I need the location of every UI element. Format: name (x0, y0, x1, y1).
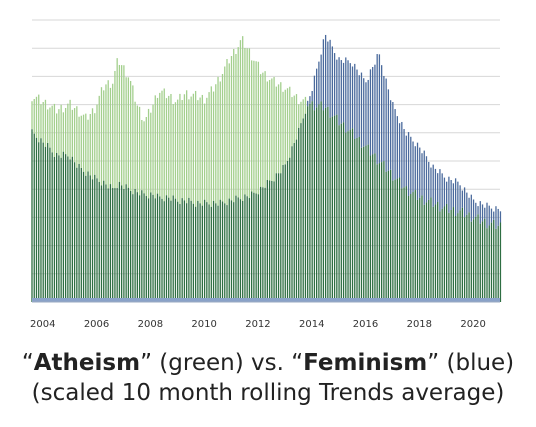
baseline-strip (32, 298, 500, 302)
chart-bars (31, 34, 502, 302)
x-tick-label: 2014 (299, 319, 324, 330)
caption-green-vs: ” (green) vs. “ (140, 350, 304, 376)
x-tick-label: 2008 (138, 319, 163, 330)
x-tick-label: 2004 (30, 319, 55, 330)
x-tick-label: 2020 (460, 319, 485, 330)
caption-term-atheism: Atheism (33, 350, 141, 376)
caption-open-quote: “ (21, 350, 34, 376)
x-tick-label: 2006 (84, 319, 109, 330)
x-tick-label: 2018 (407, 319, 432, 330)
x-tick-label: 2016 (353, 319, 378, 330)
chart-frame (32, 298, 500, 303)
caption-term-feminism: Feminism (303, 350, 428, 376)
chart-caption-line-2: (scaled 10 month rolling Trends average) (31, 380, 505, 406)
chart-grid (32, 19, 500, 275)
x-tick-labels: 2004 2006 2008 2010 2012 2014 2016 2018 2020 (30, 319, 486, 330)
chart-caption-line-1: “Atheism” (green) vs. “Feminism” (blue) (0, 349, 536, 377)
x-tick-label: 2012 (245, 319, 270, 330)
trends-chart: 2004 2006 2008 2010 2012 2014 2016 2018 2020 (30, 19, 502, 330)
caption-blue: ” (blue) (427, 350, 515, 376)
x-tick-label: 2010 (191, 319, 216, 330)
